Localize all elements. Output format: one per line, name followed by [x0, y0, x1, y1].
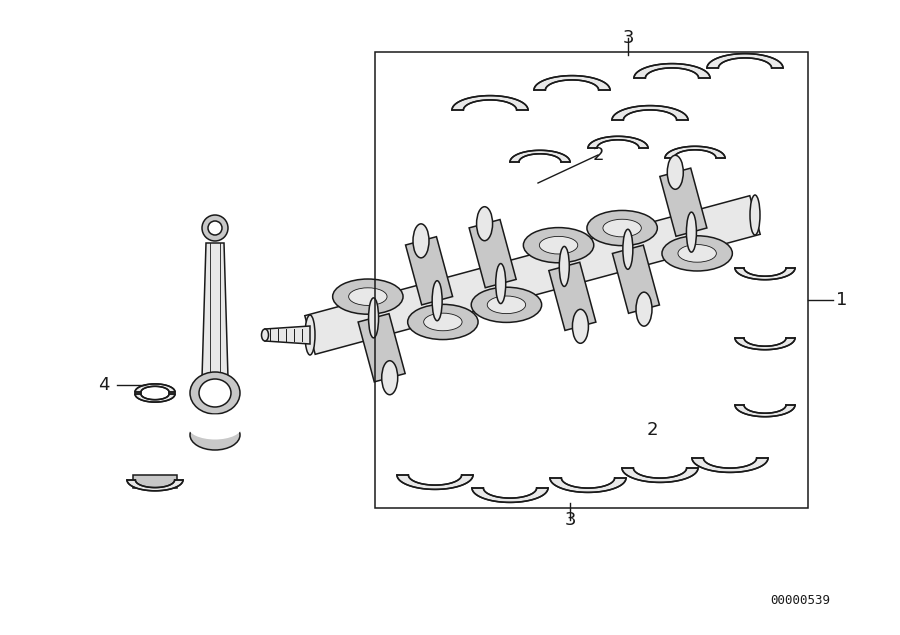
Ellipse shape	[262, 329, 268, 341]
Bar	[375, 52, 808, 508]
Ellipse shape	[369, 298, 379, 338]
Text: 2: 2	[646, 421, 658, 439]
Ellipse shape	[496, 264, 506, 304]
Text: 00000539: 00000539	[770, 594, 830, 606]
Ellipse shape	[202, 215, 228, 241]
Polygon shape	[735, 338, 795, 350]
Polygon shape	[549, 262, 596, 330]
Polygon shape	[510, 150, 570, 162]
Ellipse shape	[539, 236, 578, 254]
Ellipse shape	[667, 156, 683, 189]
Polygon shape	[133, 475, 177, 488]
Text: 3: 3	[622, 29, 634, 47]
Ellipse shape	[333, 279, 403, 314]
Text: 3: 3	[564, 511, 576, 529]
Ellipse shape	[487, 296, 526, 314]
Ellipse shape	[603, 219, 642, 237]
Ellipse shape	[190, 420, 240, 450]
Polygon shape	[735, 268, 795, 279]
Ellipse shape	[408, 304, 478, 340]
Ellipse shape	[477, 207, 492, 241]
Polygon shape	[305, 196, 760, 354]
Polygon shape	[472, 488, 548, 502]
Ellipse shape	[623, 229, 633, 269]
Ellipse shape	[572, 309, 589, 344]
Ellipse shape	[382, 361, 398, 395]
Ellipse shape	[750, 195, 760, 235]
Ellipse shape	[432, 281, 442, 321]
Polygon shape	[612, 105, 688, 120]
Ellipse shape	[587, 210, 657, 246]
Ellipse shape	[199, 379, 231, 407]
Polygon shape	[622, 468, 698, 483]
Ellipse shape	[678, 244, 716, 262]
Ellipse shape	[636, 292, 652, 326]
Ellipse shape	[687, 212, 697, 252]
Polygon shape	[612, 245, 660, 313]
Ellipse shape	[524, 227, 594, 263]
Polygon shape	[534, 76, 610, 90]
Polygon shape	[550, 478, 626, 492]
Ellipse shape	[208, 221, 222, 235]
Polygon shape	[265, 326, 310, 344]
Polygon shape	[588, 137, 648, 148]
Polygon shape	[735, 405, 795, 417]
Ellipse shape	[413, 224, 429, 258]
Ellipse shape	[188, 415, 242, 439]
Polygon shape	[202, 243, 228, 378]
Ellipse shape	[190, 372, 240, 414]
Polygon shape	[469, 220, 517, 288]
Polygon shape	[665, 146, 725, 158]
Polygon shape	[660, 168, 706, 236]
Polygon shape	[358, 314, 405, 382]
Ellipse shape	[305, 315, 315, 355]
Polygon shape	[127, 480, 183, 491]
Ellipse shape	[662, 236, 733, 271]
Polygon shape	[692, 458, 768, 472]
Ellipse shape	[559, 246, 570, 286]
Polygon shape	[135, 384, 175, 392]
Polygon shape	[634, 64, 710, 78]
Polygon shape	[406, 237, 453, 305]
Text: 2: 2	[592, 146, 604, 164]
Polygon shape	[135, 394, 175, 402]
Polygon shape	[452, 96, 528, 110]
Polygon shape	[397, 475, 473, 490]
Ellipse shape	[424, 313, 462, 331]
Ellipse shape	[472, 287, 542, 323]
Polygon shape	[707, 53, 783, 68]
Text: 4: 4	[98, 376, 110, 394]
Text: 1: 1	[836, 291, 848, 309]
Ellipse shape	[348, 288, 387, 305]
